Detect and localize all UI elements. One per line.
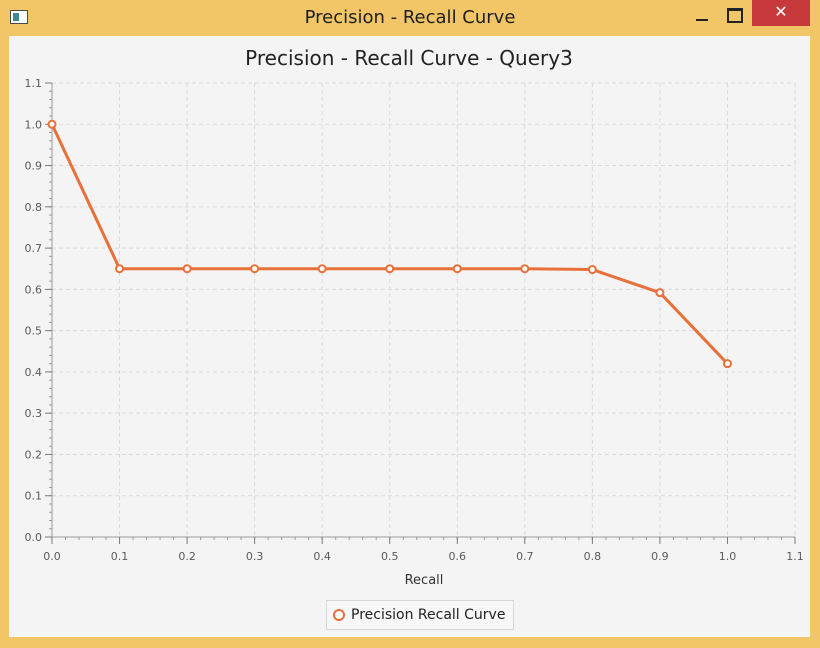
y-tick-label: 0.9 [25,160,43,173]
x-tick-label: 0.6 [449,550,467,563]
legend-label: Precision Recall Curve [351,607,506,623]
data-point[interactable] [655,288,665,298]
precision-recall-chart: Precision - Recall Curve - Query3 0.0 0.1… [25,46,804,588]
x-tick-label: 0.0 [43,550,61,563]
x-tick-label: 0.5 [381,550,399,563]
close-icon: ✕ [774,2,788,21]
y-tick-label: 0.2 [25,448,43,461]
x-axis-ticks: 0.0 0.1 0.2 0.3 0.4 0.5 0.6 0.7 0.8 0.9 1.0 1.1 [43,537,804,563]
y-axis-ticks: 0.0 0.1 0.2 0.3 0.4 0.5 0.6 0.7 0.8 0.9 1.0 1.1 [25,77,52,544]
series-layer [47,119,732,369]
data-point[interactable] [182,264,192,274]
data-point[interactable] [47,119,57,129]
chart-axes [49,82,796,540]
data-point[interactable] [452,264,462,274]
data-point[interactable] [520,264,530,274]
x-tick-label: 0.2 [178,550,196,563]
y-tick-label: 0.7 [25,242,43,255]
data-point[interactable] [722,359,732,369]
y-tick-label: 0.8 [25,201,43,214]
chart-grid [52,82,796,537]
x-tick-label: 0.3 [246,550,264,563]
title-bar[interactable]: Precision - Recall Curve ✕ [0,0,820,36]
x-tick-label: 1.0 [719,550,737,563]
x-tick-label: 0.7 [516,550,534,563]
window-title: Precision - Recall Curve [304,7,516,28]
chart-title: Precision - Recall Curve - Query3 [245,46,573,70]
chart-legend[interactable]: Precision Recall Curve [326,600,515,630]
y-tick-label: 0.6 [25,283,43,296]
data-point[interactable] [385,264,395,274]
x-tick-label: 0.1 [111,550,129,563]
y-tick-label: 0.3 [25,407,43,420]
x-tick-label: 0.9 [651,550,669,563]
close-button[interactable]: ✕ [752,0,810,26]
y-tick-label: 0.1 [25,490,43,503]
y-tick-label: 0.0 [25,531,43,544]
data-point[interactable] [587,265,597,275]
chart-panel: Precision - Recall Curve - Query3 0.0 0.1… [9,36,810,637]
data-point[interactable] [115,264,125,274]
app-window-icon[interactable] [10,10,28,24]
maximize-icon[interactable] [720,4,748,28]
x-tick-label: 0.4 [313,550,331,563]
data-point[interactable] [317,264,327,274]
y-tick-label: 1.1 [25,77,43,90]
x-tick-label: 0.8 [584,550,602,563]
minimize-icon[interactable] [688,4,716,28]
y-tick-label: 0.5 [25,325,43,338]
legend-marker-icon [333,609,345,621]
y-tick-label: 1.0 [25,118,43,131]
data-point[interactable] [250,264,260,274]
y-tick-label: 0.4 [25,366,43,379]
x-tick-label: 1.1 [786,550,804,563]
x-axis-label: Recall [405,573,444,588]
